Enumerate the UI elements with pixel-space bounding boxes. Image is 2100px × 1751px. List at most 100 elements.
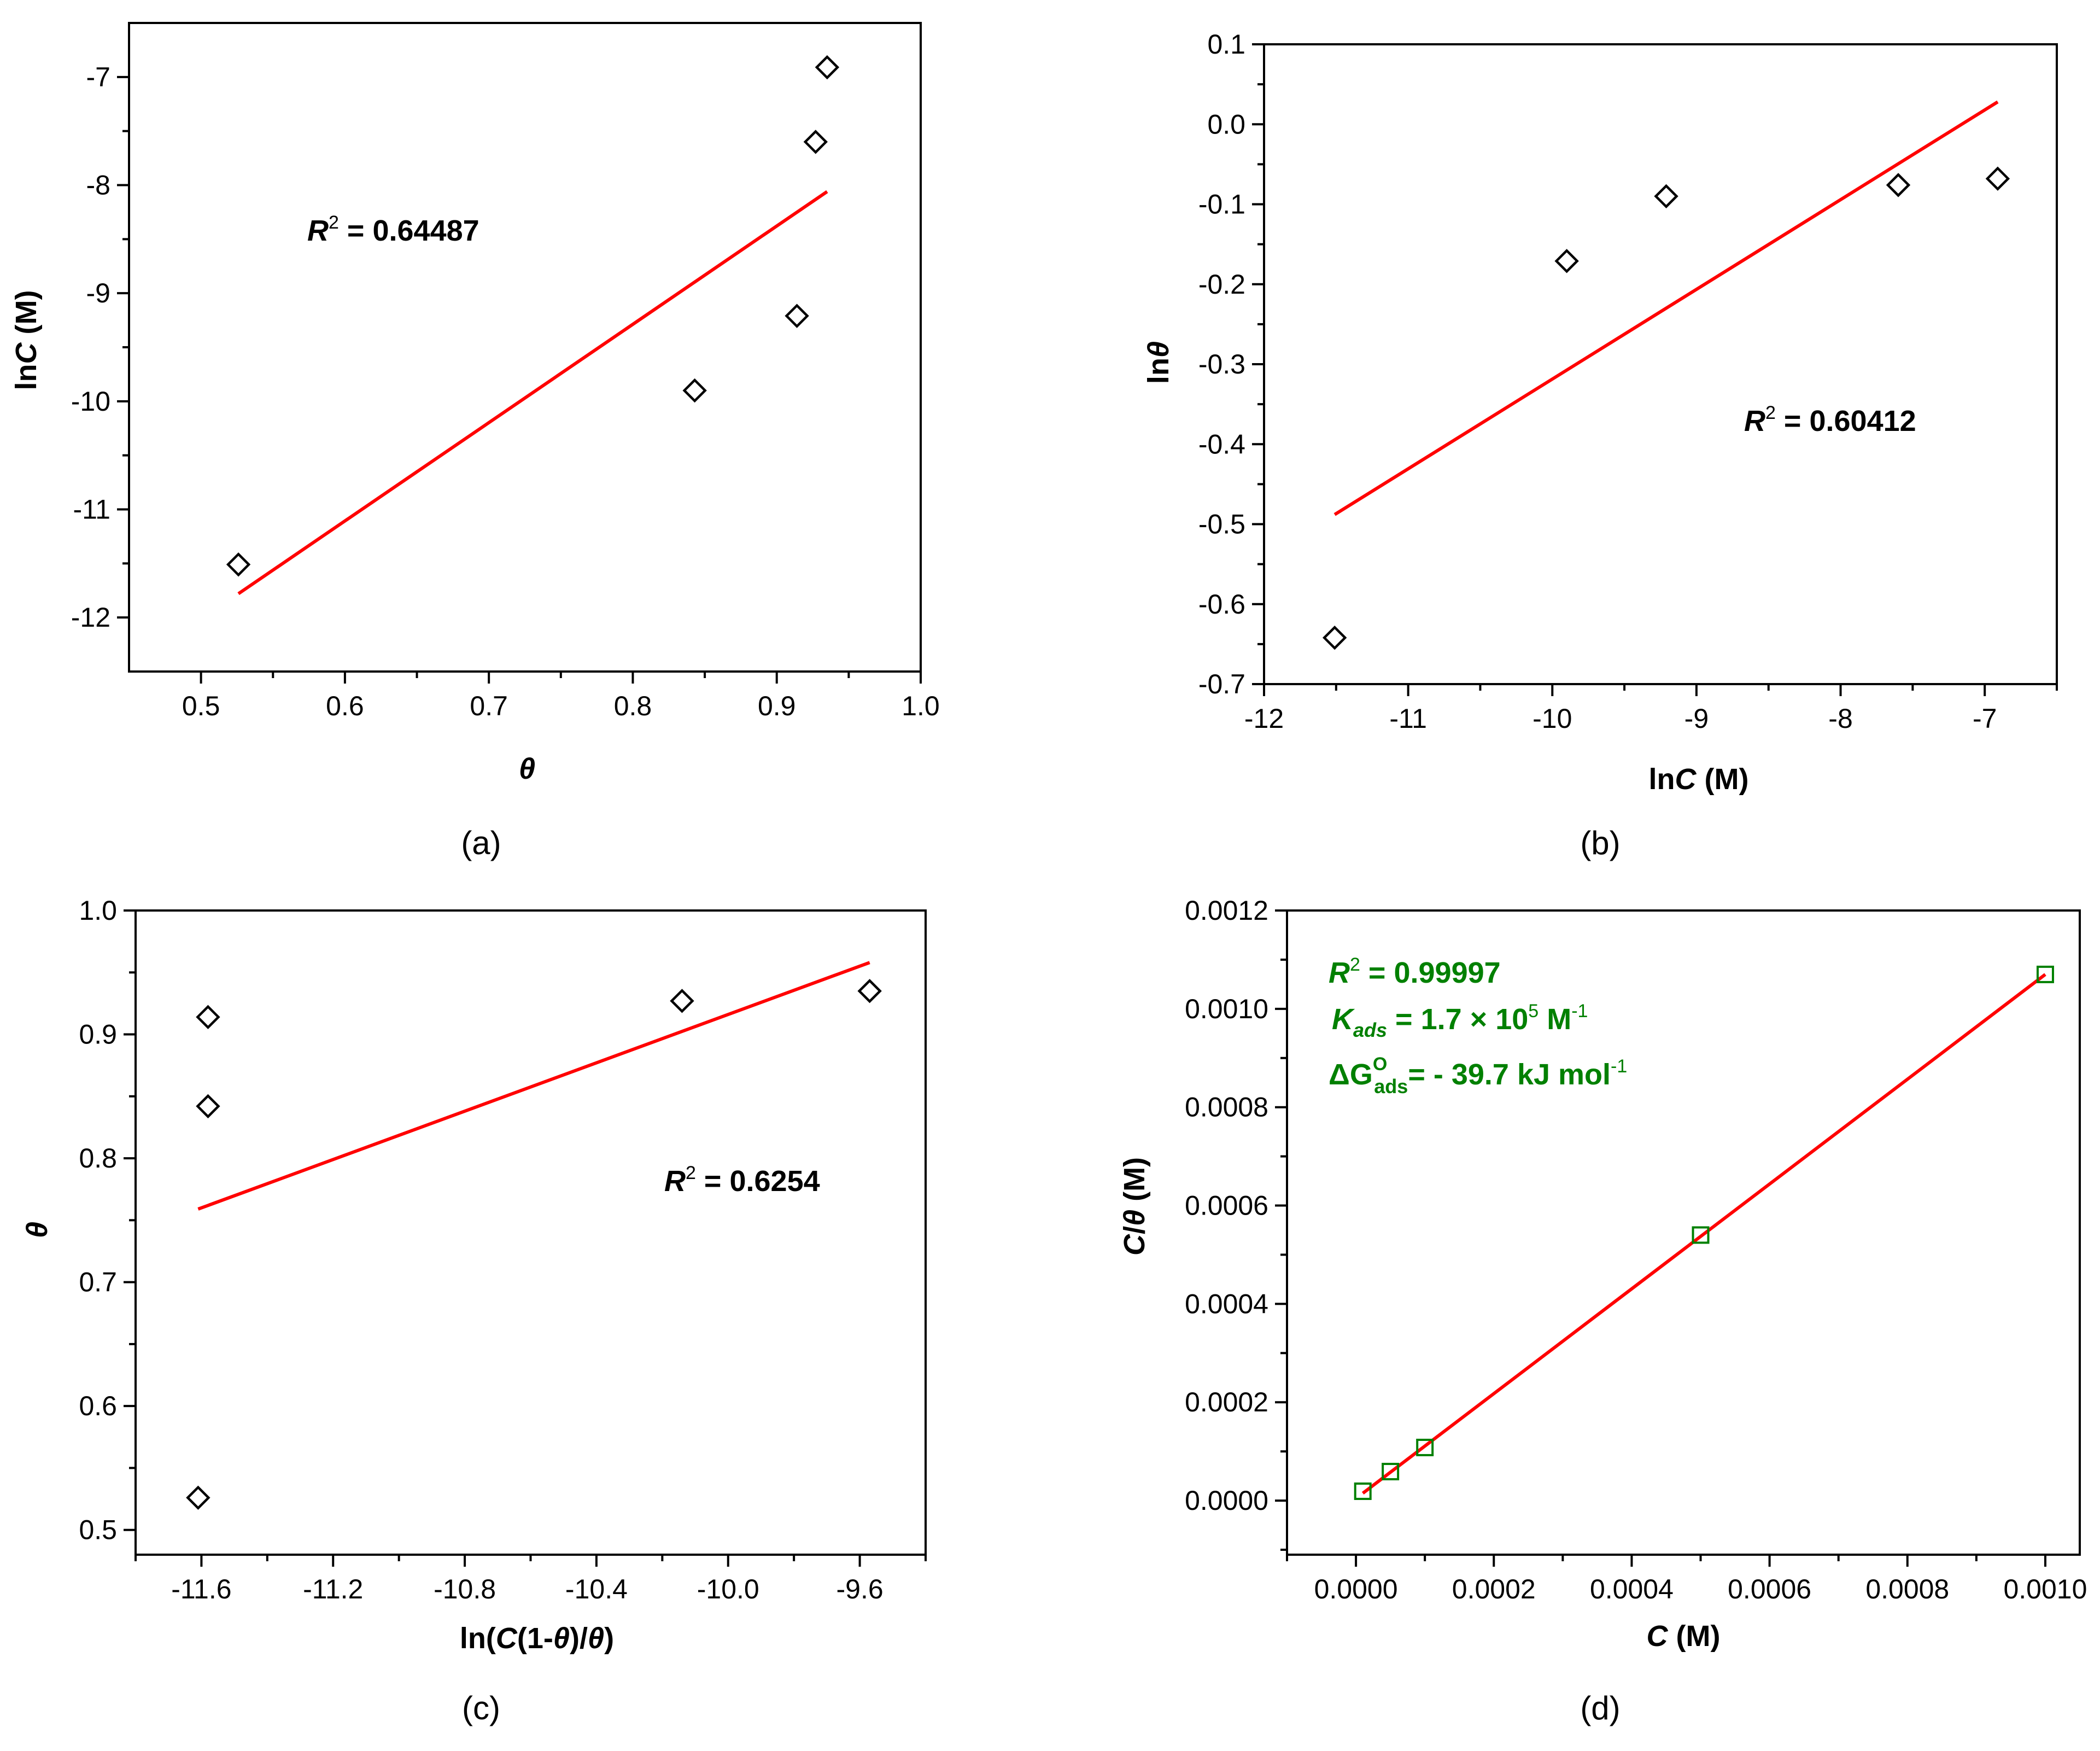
y-tick-label-c: 0.6 [79,1391,117,1421]
label-part-2: (M) [10,290,43,343]
label-part-1: (M) [1668,1620,1721,1653]
x-tick-label-b: -12 [1244,703,1284,734]
panel-d: 0.0000 0.0002 0.0004 0.0006 0.0008 0.0010 0.00… [1118,895,2087,1726]
x-axis-label-a: θ [519,752,535,785]
fit-line-d [1361,973,2046,1495]
k-ads-annotation: Kads = 1.7 × 105 M-1 [1332,1001,1588,1041]
y-tick-label-b: -0.2 [1198,269,1245,300]
data-point-c [186,1485,210,1510]
y-tick-label-b: -0.6 [1198,589,1245,620]
label-part-1: / [1118,1226,1151,1234]
label-part-0: ln [1142,358,1175,384]
x-tick-label-a: 0.7 [470,691,508,721]
g-superscript: O [1373,1054,1387,1075]
y-tick-label-a: -9 [86,278,110,308]
k-value: = 1.7 × 10 [1387,1003,1528,1036]
data-point-b [1322,625,1347,650]
x-tick-label-d: 0.0004 [1590,1574,1674,1604]
r-squared-annotation-d: R2 = 0.99997 [1329,954,1501,989]
y-tick-label-d: 0.0000 [1185,1485,1268,1516]
x-tick-label-d: 0.0006 [1728,1574,1811,1604]
y-tick-label-a: -7 [86,62,110,92]
data-point-d [2036,965,2054,983]
data-point-c [857,979,882,1003]
label-italic-3: θ [553,1622,570,1655]
label-part-6: ) [604,1622,614,1655]
r-symbol: R [1744,405,1765,437]
label-part-0: ln( [460,1622,496,1655]
label-italic-1: C [10,342,43,364]
label-italic-1: θ [1142,341,1175,358]
data-point-b [1654,184,1678,209]
label-italic-0: C [1647,1620,1669,1653]
r-value: = 0.6254 [696,1165,820,1198]
y-tick-label-d: 0.0006 [1185,1190,1268,1221]
label-part-3: (M) [1118,1157,1151,1210]
y-tick-label-a: -12 [71,602,110,633]
data-point-c [196,1094,220,1119]
x-tick-label-c: -10.0 [697,1574,759,1604]
r-superscript: 2 [1350,954,1360,975]
label-italic-1: C [1675,763,1697,796]
label-part-0: ln [1649,763,1675,796]
x-tick-label-c: -11.6 [171,1574,231,1604]
k-exponent: 5 [1528,1001,1539,1022]
data-point-b [1886,173,1911,197]
r-value: = 0.60412 [1776,405,1916,437]
y-tick-label-b: -0.3 [1198,349,1245,380]
x-tick-label-a: 1.0 [902,691,940,721]
y-tick-label-a: -10 [71,386,110,417]
r-superscript: 2 [1765,402,1776,423]
y-tick-label-d: 0.0002 [1185,1387,1268,1417]
label-italic-2: θ [1118,1210,1151,1226]
y-axis-label-a: lnC (M) [10,290,43,390]
y-tick-label-a: -11 [73,494,110,525]
r-value: = 0.64487 [339,214,479,247]
y-axis-label-b: lnθ [1142,341,1175,384]
g-subscript: ads [1374,1075,1408,1098]
delta-g-annotation: ΔGO ads= - 39.7 kJ mol-1 [1329,1054,1627,1098]
y-tick-label-d: 0.0004 [1185,1288,1268,1319]
y-tick-label-d: 0.0012 [1185,895,1268,926]
r-symbol: R [664,1165,686,1198]
label-part-2: (M) [1697,763,1749,796]
plot-frame-d [1286,909,2081,1556]
panel-a: 0.5 0.6 0.7 0.8 0.9 1.0 -12 -11 -10 -9 -8 -7 θ lnC (M… [10,22,940,861]
x-tick-label-c: -10.4 [565,1574,628,1604]
panel-b: -12 -11 -10 -9 -8 -7 -0.7 -0.6 -0.5 -0.4 -0.3 -0.2 -… [1142,29,2058,861]
x-tick-label-b: -9 [1684,703,1709,734]
y-tick-label-b: -0.4 [1198,429,1245,459]
y-tick-label-c: 0.9 [79,1019,117,1050]
k-unit-exponent: -1 [1571,1001,1588,1022]
data-point-a [785,303,809,328]
g-exponent: -1 [1611,1056,1627,1077]
fit-line-a [237,190,828,596]
y-tick-label-d: 0.0010 [1185,994,1268,1024]
data-point-c [670,989,694,1013]
panel-caption-c: (c) [462,1690,500,1726]
r-squared-annotation-a: R2 = 0.64487 [307,212,479,247]
label-part-0: ln [10,364,43,390]
y-tick-label-c: 0.7 [79,1267,117,1298]
x-tick-label-d: 0.0000 [1314,1574,1398,1604]
fit-line-b [1333,100,1999,516]
y-tick-label-b: -0.1 [1198,189,1245,220]
panel-caption-d: (d) [1580,1690,1620,1726]
fit-line-c [197,961,870,1211]
panel-caption-b: (b) [1580,825,1620,861]
k-symbol: K [1332,1003,1355,1036]
r-symbol: R [307,214,329,247]
y-tick-label-b: -0.5 [1198,509,1245,540]
label-italic-0: θ [519,752,535,785]
y-tick-label-c: 0.8 [79,1143,117,1174]
label-italic-1: C [496,1622,518,1655]
y-axis-label-c: θ [21,1222,54,1238]
x-axis-label-b: lnC (M) [1649,763,1749,796]
y-tick-label-d: 0.0008 [1185,1092,1268,1123]
y-tick-label-c: 1.0 [79,895,117,926]
data-point-b [1985,166,2010,191]
x-tick-label-c: -11.2 [303,1574,363,1604]
label-italic-5: θ [588,1622,604,1655]
